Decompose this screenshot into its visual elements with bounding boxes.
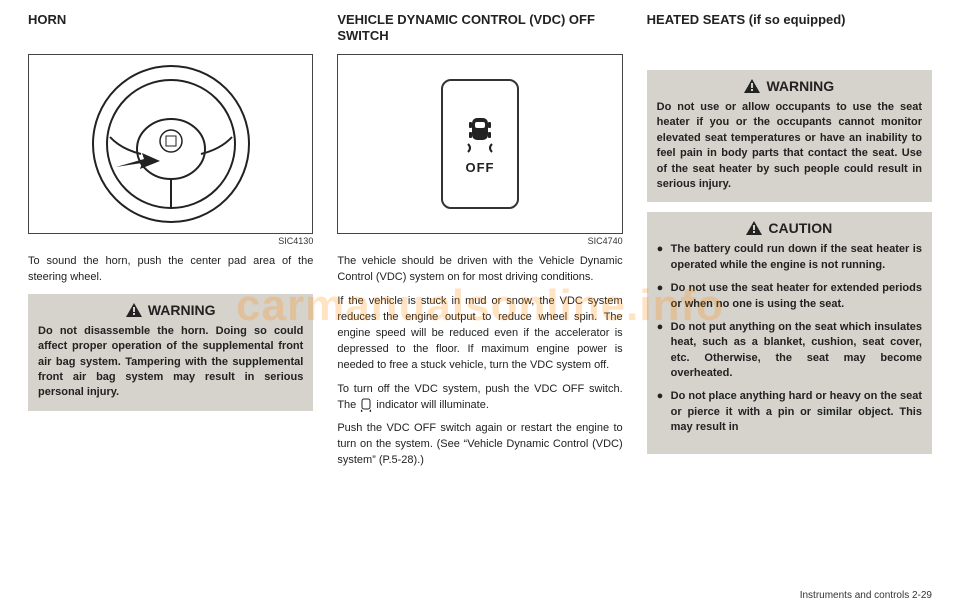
warning-box-horn: WARNING Do not disassemble the horn. Doi… xyxy=(28,294,313,411)
bullet-text: Do not place anything hard or heavy on t… xyxy=(671,389,922,435)
bullet-text: Do not put anything on the seat which in… xyxy=(671,320,922,382)
list-item: ●Do not place anything hard or heavy on … xyxy=(657,389,922,435)
figure-id-horn: SIC4130 xyxy=(28,236,313,246)
warning-body-horn: Do not disassemble the horn. Doing so co… xyxy=(38,324,303,401)
figure-vdc: OFF xyxy=(337,54,622,234)
vdc-off-label: OFF xyxy=(465,160,494,175)
warning-box-seats: WARNING Do not use or allow occupants to… xyxy=(647,70,932,202)
figure-id-vdc: SIC4740 xyxy=(337,236,622,246)
caution-bullets: ●The battery could run down if the seat … xyxy=(657,242,922,435)
warning-label: WARNING xyxy=(766,78,834,94)
vdc-p3b: indicator will illuminate. xyxy=(376,399,489,411)
list-item: ●Do not put anything on the seat which i… xyxy=(657,320,922,382)
steering-wheel-illustration xyxy=(86,59,256,229)
vdc-p1: The vehicle should be driven with the Ve… xyxy=(337,254,622,286)
section-title-heated-seats: HEATED SEATS (if so equipped) xyxy=(647,12,932,46)
vdc-p3: To turn off the VDC system, push the VDC… xyxy=(337,382,622,414)
car-skid-icon xyxy=(462,114,498,156)
bullet-text: Do not use the seat heater for extended … xyxy=(671,281,922,312)
list-item: ●Do not use the seat heater for extended… xyxy=(657,281,922,312)
page-footer: Instruments and controls 2-29 xyxy=(800,590,932,601)
caution-label: CAUTION xyxy=(768,220,832,236)
vdc-p2: If the vehicle is stuck in mud or snow, … xyxy=(337,294,622,374)
section-title-vdc: VEHICLE DYNAMIC CONTROL (VDC) OFF SWITCH xyxy=(337,12,622,46)
warning-body-seats: Do not use or allow occupants to use the… xyxy=(657,100,922,192)
caution-box-seats: CAUTION ●The battery could run down if t… xyxy=(647,212,932,453)
section-title-horn: HORN xyxy=(28,12,313,46)
horn-description: To sound the horn, push the center pad a… xyxy=(28,254,313,286)
figure-horn xyxy=(28,54,313,234)
warning-triangle-icon xyxy=(126,303,142,317)
vdc-indicator-icon xyxy=(359,398,373,412)
list-item: ●The battery could run down if the seat … xyxy=(657,242,922,273)
warning-triangle-icon xyxy=(744,79,760,93)
bullet-text: The battery could run down if the seat h… xyxy=(671,242,922,273)
warning-label: WARNING xyxy=(148,302,216,318)
vdc-off-switch-illustration: OFF xyxy=(441,79,519,209)
vdc-p4: Push the VDC OFF switch again or restart… xyxy=(337,421,622,469)
caution-triangle-icon xyxy=(746,221,762,235)
